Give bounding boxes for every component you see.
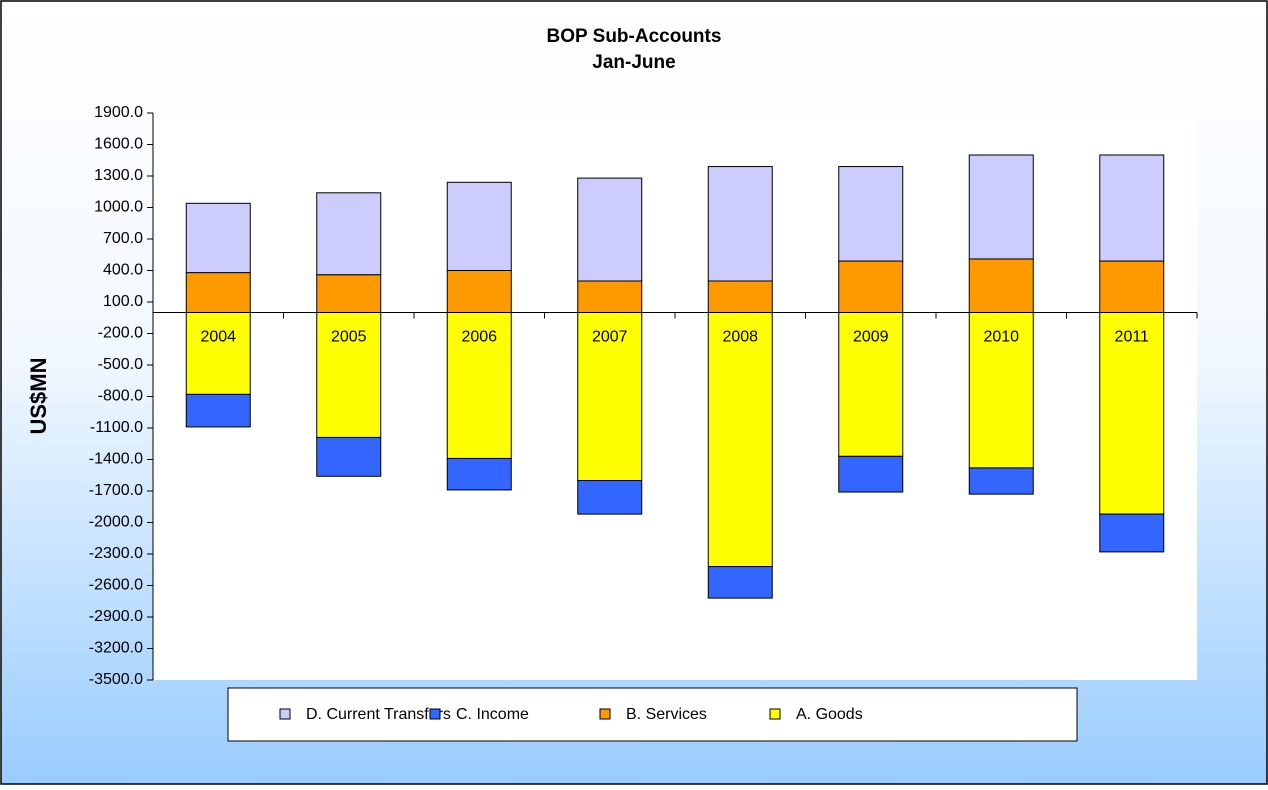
bar-segment — [577, 280, 643, 313]
bar-segment — [577, 480, 643, 515]
y-tick-label: -1700.0 — [89, 482, 143, 499]
bar-segment — [838, 455, 904, 493]
y-tick-label: 700.0 — [103, 230, 143, 247]
bar-segment — [577, 312, 643, 481]
y-tick-label: -2300.0 — [89, 545, 143, 562]
bar-segment — [968, 312, 1034, 469]
bar-segment — [577, 177, 643, 282]
bar-segment — [446, 457, 512, 491]
legend-label: C. Income — [456, 706, 529, 723]
bar-segment — [1099, 260, 1165, 313]
legend — [227, 687, 1078, 742]
bar-segment — [707, 166, 773, 282]
y-tick-label: 1300.0 — [94, 167, 143, 184]
bar-segment — [316, 436, 382, 477]
y-tick-label: 1000.0 — [94, 199, 143, 216]
bar-segment — [1099, 312, 1165, 515]
bar-segment — [316, 192, 382, 276]
y-tick-label: -3200.0 — [89, 640, 143, 657]
bar-segment — [838, 166, 904, 262]
bar-segment — [1099, 154, 1165, 262]
bar-segment — [707, 280, 773, 313]
bar-segment — [707, 312, 773, 568]
legend-swatch — [599, 708, 611, 720]
y-tick-label: -2900.0 — [89, 608, 143, 625]
x-tick-label: 2010 — [983, 329, 1019, 346]
y-tick-label: 400.0 — [103, 262, 143, 279]
bar-segment — [185, 202, 251, 274]
legend-label: A. Goods — [796, 706, 863, 723]
plot-area — [153, 113, 1197, 680]
bar-segment — [446, 181, 512, 271]
bar-segment — [316, 274, 382, 314]
y-tick-label: -1400.0 — [89, 451, 143, 468]
y-tick-label: 1900.0 — [94, 104, 143, 121]
bar-segment — [838, 260, 904, 313]
bar-segment — [316, 312, 382, 438]
legend-swatch — [429, 708, 441, 720]
chart-title: BOP Sub-Accounts — [547, 26, 722, 47]
x-tick-label: 2009 — [853, 329, 889, 346]
x-tick-label: 2008 — [722, 329, 758, 346]
chart-subtitle: Jan-June — [592, 52, 675, 73]
x-tick-label: 2007 — [592, 329, 628, 346]
y-tick-label: -800.0 — [98, 388, 143, 405]
y-tick-label: -500.0 — [98, 356, 143, 373]
bar-segment — [838, 312, 904, 457]
y-tick-label: 100.0 — [103, 293, 143, 310]
x-tick-label: 2006 — [461, 329, 497, 346]
bar-segment — [707, 566, 773, 599]
y-tick-label: -1100.0 — [90, 419, 143, 436]
legend-label: D. Current Transfers — [306, 706, 451, 723]
y-tick-label: -200.0 — [98, 325, 143, 342]
bar-segment — [446, 312, 512, 459]
y-axis-label: US$MN — [26, 357, 51, 434]
legend-swatch — [769, 708, 781, 720]
y-tick-label: -2600.0 — [89, 577, 143, 594]
y-tick-label: -2000.0 — [89, 514, 143, 531]
legend-label: B. Services — [626, 706, 707, 723]
bar-segment — [185, 272, 251, 314]
y-tick-label: 1600.0 — [94, 136, 143, 153]
x-tick-label: 2005 — [331, 329, 367, 346]
bar-segment — [968, 258, 1034, 314]
bar-segment — [446, 270, 512, 313]
y-tick-label: -3500.0 — [89, 671, 143, 688]
x-tick-label: 2011 — [1115, 329, 1150, 346]
bar-segment — [185, 393, 251, 428]
x-tick-label: 2004 — [200, 329, 236, 346]
bar-segment — [185, 312, 251, 395]
bar-segment — [968, 467, 1034, 495]
legend-swatch — [279, 708, 291, 720]
bar-segment — [968, 154, 1034, 260]
bar-segment — [1099, 513, 1165, 553]
